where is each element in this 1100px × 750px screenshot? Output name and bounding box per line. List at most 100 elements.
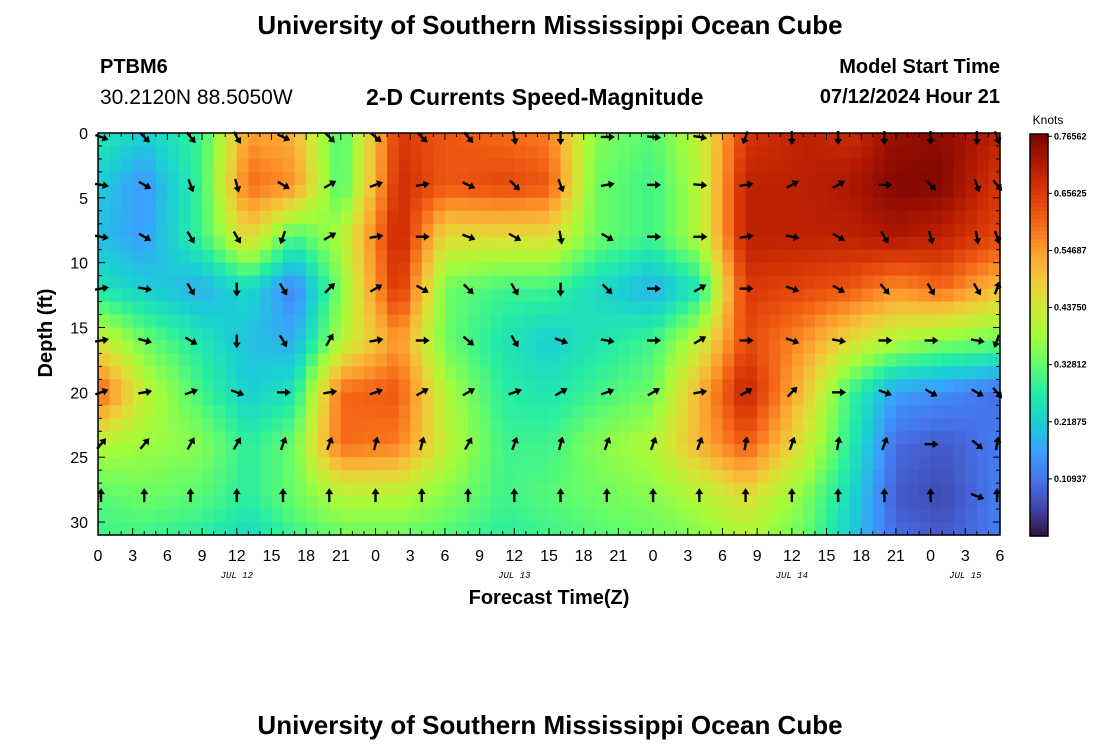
heatmap-cell bbox=[294, 379, 307, 393]
heatmap-cell bbox=[525, 379, 539, 393]
heatmap-cell bbox=[444, 184, 458, 199]
heatmap-cell bbox=[317, 158, 330, 173]
heatmap-cell bbox=[537, 171, 550, 186]
heatmap-cell bbox=[502, 418, 515, 432]
current-arrow bbox=[649, 488, 658, 503]
heatmap-cell bbox=[791, 496, 805, 510]
heatmap-cell bbox=[988, 379, 1001, 393]
heatmap-cell bbox=[479, 249, 492, 264]
current-arrow bbox=[325, 488, 334, 503]
heatmap-cell bbox=[121, 223, 134, 238]
colorbar-swatch bbox=[1030, 339, 1048, 344]
heatmap-cell bbox=[202, 288, 215, 303]
current-arrow bbox=[926, 488, 935, 503]
colorbar-swatch bbox=[1030, 150, 1048, 155]
heatmap-cell bbox=[491, 379, 504, 393]
heatmap-cell bbox=[895, 457, 909, 471]
heatmap-cell bbox=[687, 379, 700, 393]
heatmap-cell bbox=[861, 470, 874, 484]
heatmap-cell bbox=[479, 158, 492, 173]
heatmap-cell bbox=[271, 470, 284, 484]
heatmap-cell bbox=[294, 340, 307, 355]
heatmap-cell bbox=[398, 262, 411, 277]
heatmap-cell bbox=[456, 262, 469, 277]
heatmap-cell bbox=[745, 145, 758, 160]
colorbar-tick-label: 0.76562 bbox=[1054, 131, 1087, 141]
heatmap-cell bbox=[629, 353, 643, 368]
heatmap-cell bbox=[710, 223, 724, 238]
heatmap-cell bbox=[560, 457, 573, 471]
heatmap-cell bbox=[606, 444, 619, 458]
heatmap-cell bbox=[745, 327, 758, 342]
heatmap-cell bbox=[248, 340, 261, 355]
heatmap-cell bbox=[178, 366, 192, 380]
heatmap-cell bbox=[468, 366, 481, 380]
heatmap-cell bbox=[502, 457, 515, 471]
heatmap-cell bbox=[710, 210, 724, 225]
heatmap-cell bbox=[456, 158, 469, 173]
heatmap-cell bbox=[155, 483, 168, 497]
heatmap-cell bbox=[780, 353, 793, 368]
heatmap-cell bbox=[329, 236, 342, 251]
heatmap-cell bbox=[363, 158, 377, 173]
heatmap-cell bbox=[167, 444, 180, 458]
heatmap-cell bbox=[560, 496, 573, 510]
heatmap-cell bbox=[294, 133, 307, 147]
heatmap-cell bbox=[479, 418, 492, 432]
heatmap-cell bbox=[907, 431, 920, 445]
heatmap-cell bbox=[109, 418, 122, 432]
colorbar-swatch bbox=[1030, 274, 1048, 280]
heatmap-cell bbox=[491, 145, 504, 160]
heatmap-cell bbox=[213, 223, 226, 238]
heatmap-cell bbox=[953, 197, 966, 212]
current-arrow bbox=[277, 388, 292, 397]
heatmap-cell bbox=[664, 340, 677, 355]
heatmap-cell bbox=[803, 353, 816, 368]
heatmap-cell bbox=[236, 249, 249, 264]
heatmap-cell bbox=[317, 184, 330, 199]
heatmap-cell bbox=[167, 418, 180, 432]
heatmap-cell bbox=[363, 483, 377, 497]
heatmap-cell bbox=[803, 470, 816, 484]
heatmap-cell bbox=[965, 197, 978, 212]
heatmap-cell bbox=[699, 210, 712, 225]
heatmap-cell bbox=[861, 496, 874, 510]
heatmap-cell bbox=[340, 444, 354, 458]
current-arrow bbox=[693, 133, 708, 142]
current-arrow bbox=[600, 180, 615, 189]
heatmap-cell bbox=[745, 288, 758, 303]
colorbar-swatch bbox=[1030, 230, 1048, 236]
heatmap-cell bbox=[306, 236, 319, 251]
heatmap-cell bbox=[572, 262, 585, 277]
current-arrow bbox=[510, 334, 519, 348]
heatmap-cell bbox=[109, 288, 122, 303]
current-arrow bbox=[370, 132, 382, 143]
heatmap-cell bbox=[734, 522, 747, 536]
heatmap-cell bbox=[387, 249, 400, 264]
heatmap-cell bbox=[710, 184, 724, 199]
heatmap-cell bbox=[190, 470, 203, 484]
heatmap-cell bbox=[676, 262, 689, 277]
heatmap-cell bbox=[595, 249, 608, 264]
heatmap-cell bbox=[884, 184, 897, 199]
heatmap-cell bbox=[202, 509, 215, 523]
heatmap-cell bbox=[109, 522, 122, 536]
heatmap-cell bbox=[618, 392, 631, 406]
heatmap-cell bbox=[537, 340, 550, 355]
colorbar-swatch bbox=[1030, 242, 1048, 248]
current-arrow bbox=[139, 438, 150, 450]
heatmap-cell bbox=[479, 496, 492, 510]
heatmap-cell bbox=[444, 133, 458, 147]
heatmap-cell bbox=[687, 262, 700, 277]
heatmap-cell bbox=[121, 145, 134, 160]
heatmap-cell bbox=[456, 236, 469, 251]
heatmap-cell bbox=[838, 145, 851, 160]
heatmap-cell bbox=[803, 392, 816, 406]
colorbar-swatch bbox=[1030, 403, 1048, 408]
heatmap-cell bbox=[595, 457, 608, 471]
heatmap-cell bbox=[629, 288, 643, 303]
heatmap-cell bbox=[479, 509, 492, 523]
x-tick-label: 3 bbox=[683, 548, 692, 565]
heatmap-cell bbox=[838, 392, 851, 406]
heatmap-cell bbox=[641, 509, 654, 523]
